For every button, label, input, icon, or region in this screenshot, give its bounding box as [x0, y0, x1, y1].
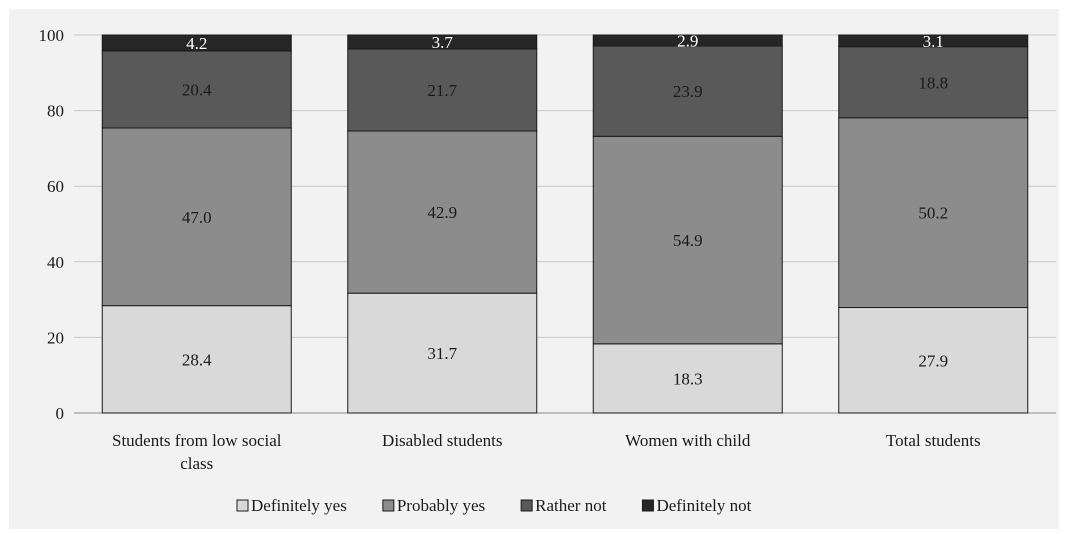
data-label: 18.8 — [918, 73, 948, 92]
legend-swatch — [520, 499, 533, 512]
bar-segment — [347, 48, 538, 132]
data-label: 4.2 — [186, 34, 207, 53]
y-tick-label: 40 — [47, 253, 64, 272]
y-axis-ticks: 0 20 40 60 80 100 — [39, 26, 65, 423]
bar-segment — [592, 135, 783, 345]
legend-label: Probably yes — [397, 496, 485, 515]
bar-segment — [838, 307, 1029, 414]
data-label: 2.9 — [677, 31, 698, 50]
legend-swatch — [382, 499, 395, 512]
data-label: 3.7 — [432, 33, 454, 52]
data-labels: 28.4 47.0 20.4 4.2 31.7 42.9 21.7 3.7 18.3 54.9 23… — [182, 31, 948, 388]
bar-segment — [347, 130, 538, 294]
legend-swatch — [236, 499, 249, 512]
stacked-bar-chart: 0 20 40 60 80 100 28.4 47.0 20.4 4.2 31.7 42.9 21.7… — [39, 26, 1056, 515]
legend-label: Rather not — [535, 496, 607, 515]
legend-swatch — [641, 499, 654, 512]
data-label: 50.2 — [918, 204, 948, 223]
legend-label: Definitely not — [656, 496, 751, 515]
y-tick-label: 60 — [47, 177, 64, 196]
bar-segment — [101, 34, 292, 52]
y-tick-label: 20 — [47, 328, 64, 347]
bar-segment — [101, 127, 292, 307]
bar-segment — [838, 117, 1029, 309]
category-label: Total students — [886, 431, 981, 450]
category-label: class — [180, 454, 213, 473]
data-label: 20.4 — [182, 80, 212, 99]
category-label: Women with child — [625, 431, 751, 450]
bar-segment — [101, 50, 292, 129]
category-label: Disabled students — [382, 431, 502, 450]
data-label: 3.1 — [923, 32, 944, 51]
y-tick-label: 0 — [56, 404, 65, 423]
x-axis-categories: Students from low social class Disabled st… — [112, 431, 981, 473]
y-tick-label: 80 — [47, 102, 64, 121]
data-label: 28.4 — [182, 350, 212, 369]
y-tick-label: 100 — [39, 26, 65, 45]
bar-segment — [101, 305, 292, 414]
legend-label: Definitely yes — [251, 496, 347, 515]
bar-segment — [592, 34, 783, 47]
data-label: 27.9 — [918, 351, 948, 370]
bars — [101, 34, 1029, 414]
data-label: 54.9 — [673, 231, 703, 250]
category-label: Students from low social — [112, 431, 282, 450]
data-label: 47.0 — [182, 208, 212, 227]
bar-segment — [347, 292, 538, 414]
bar-segment — [838, 46, 1029, 119]
data-label: 23.9 — [673, 82, 703, 101]
bar-segment — [592, 343, 783, 414]
data-label: 31.7 — [427, 344, 457, 363]
chart-container: 0 20 40 60 80 100 28.4 47.0 20.4 4.2 31.7 42.9 21.7… — [9, 9, 1059, 529]
data-label: 21.7 — [427, 81, 457, 100]
bar-segment — [347, 34, 538, 50]
legend: Definitely yes Probably yes Rather not Defi… — [236, 496, 752, 515]
bar-segment — [838, 34, 1029, 48]
data-label: 42.9 — [427, 203, 457, 222]
data-label: 18.3 — [673, 369, 703, 388]
